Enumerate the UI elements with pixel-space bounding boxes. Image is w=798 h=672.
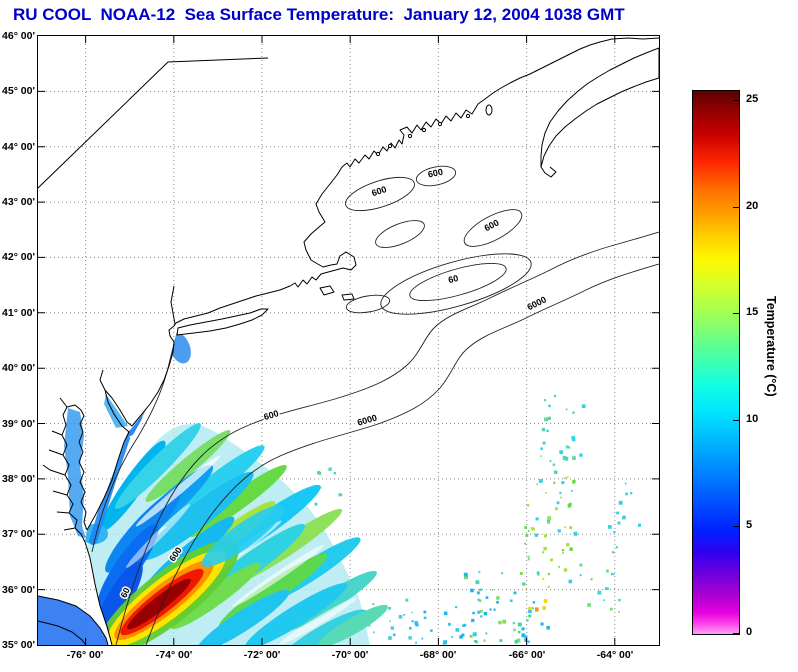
x-tick-label: -76° 00' [66,649,104,661]
colorbar-tick-label: 10 [746,413,759,425]
y-tick-label: 35° 00' [2,639,35,651]
marthas-vineyard [319,285,335,296]
y-tick-label: 36° 00' [2,584,35,596]
bathy-label: 600 [483,217,501,233]
colorbar-tick-label: 0 [746,626,753,638]
colorbar-tick-label: 25 [746,93,759,105]
colorbar-tick-label: 5 [746,519,753,531]
hudson-river [170,285,176,325]
colorbar-gradient [692,90,740,635]
x-tick-label: -64° 00' [596,649,634,661]
nova-scotia [540,47,660,168]
colorbar-tick-label: 15 [746,306,759,318]
nantucket [341,293,355,301]
delmarva-nj-coast [86,322,177,531]
y-tick-label: 40° 00' [2,362,35,374]
warm-core-eddy [96,505,285,645]
bathy-label: 60 [447,273,459,285]
chesapeake-east-shore [66,404,88,531]
y-tick-label: 45° 00' [2,85,35,97]
delaware-river [99,369,106,391]
sst-speckles [314,394,641,645]
estuary-sst-fills [38,394,128,645]
grid-lines [38,36,659,645]
colorbar-tick [733,633,739,634]
maine-islands [375,104,493,157]
colorbar-tick [733,207,739,208]
colorbar-tick-label: 20 [746,200,759,212]
colorbar-axis-label: Temperature (°C) [764,296,778,397]
bathy-label: 600 [427,167,444,180]
colorbar-tick [733,420,739,421]
colorbar-tick [733,526,739,527]
y-tick-label: 41° 00' [2,307,35,319]
bathy-label: 600 [370,184,387,198]
y-tick-label: 43° 00' [2,196,35,208]
y-tick-label: 46° 00' [2,30,35,42]
map-plot: 60 600 600 6000 600 600 600 6000 60 [37,35,660,646]
y-tick-label: 37° 00' [2,528,35,540]
y-tick-label: 39° 00' [2,418,35,430]
y-tick-label: 44° 00' [2,141,35,153]
bathy-label: 600 [263,408,280,422]
page-title: RU COOL NOAA-12 Sea Surface Temperature:… [13,5,625,24]
chesapeake-rivers [42,397,76,531]
y-tick-label: 42° 00' [2,251,35,263]
x-tick-label: -70° 00' [331,649,369,661]
y-tick-label: 38° 00' [2,473,35,485]
chesapeake-west-shore [61,406,86,543]
bathymetry-contours [91,165,660,646]
cape-sable-hook [540,166,557,178]
axis-tick-marks [38,36,659,645]
colorbar-tick [733,100,739,101]
coastlines [37,37,660,646]
x-tick-label: -72° 00' [243,649,281,661]
x-tick-label: -74° 00' [155,649,193,661]
pamlico-inner-shore [37,595,109,646]
sst-field [85,332,641,645]
x-tick-label: -68° 00' [419,649,457,661]
inland-boundary [37,57,269,189]
map-canvas: 60 600 600 6000 600 600 600 6000 60 [37,36,660,646]
long-island [176,308,269,336]
colorbar-tick [733,313,739,314]
x-tick-label: -66° 00' [508,649,546,661]
newengland-maine-coast [175,37,660,324]
mainland-coast [84,541,113,646]
